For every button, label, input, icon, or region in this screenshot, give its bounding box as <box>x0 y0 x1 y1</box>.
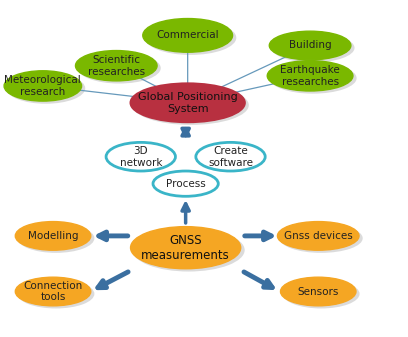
Ellipse shape <box>269 31 351 60</box>
Text: Building: Building <box>289 40 331 51</box>
Ellipse shape <box>75 51 157 81</box>
Ellipse shape <box>269 63 357 94</box>
Ellipse shape <box>132 228 245 272</box>
Text: Connection
tools: Connection tools <box>23 281 83 302</box>
Text: Commercial: Commercial <box>156 30 219 40</box>
Text: Sensors: Sensors <box>297 286 339 297</box>
Ellipse shape <box>18 224 94 253</box>
Ellipse shape <box>143 19 233 52</box>
Ellipse shape <box>267 61 353 91</box>
Ellipse shape <box>18 279 94 308</box>
Text: GNSS
measurements: GNSS measurements <box>141 234 230 262</box>
Ellipse shape <box>277 222 359 250</box>
Ellipse shape <box>6 73 85 104</box>
Ellipse shape <box>78 53 161 84</box>
Ellipse shape <box>4 71 82 101</box>
Text: Earthquake
researches: Earthquake researches <box>280 65 340 87</box>
Ellipse shape <box>153 171 218 196</box>
Ellipse shape <box>15 277 91 306</box>
Text: Process: Process <box>166 179 206 189</box>
Ellipse shape <box>15 222 91 250</box>
Text: Scientific
researches: Scientific researches <box>88 55 145 76</box>
Text: Global Positioning
System: Global Positioning System <box>138 92 237 114</box>
Ellipse shape <box>131 84 245 122</box>
Ellipse shape <box>283 279 359 308</box>
Ellipse shape <box>132 85 249 125</box>
Text: Meteorological
research: Meteorological research <box>4 75 81 97</box>
Ellipse shape <box>279 224 363 253</box>
Ellipse shape <box>145 21 236 55</box>
Text: Create
software: Create software <box>208 146 253 167</box>
Text: Modelling: Modelling <box>28 231 78 241</box>
Text: Gnss devices: Gnss devices <box>284 231 353 241</box>
Ellipse shape <box>281 277 356 306</box>
Ellipse shape <box>106 142 175 171</box>
Ellipse shape <box>196 142 265 171</box>
Ellipse shape <box>271 33 355 62</box>
Ellipse shape <box>131 226 241 269</box>
Text: 3D
network: 3D network <box>120 146 162 167</box>
